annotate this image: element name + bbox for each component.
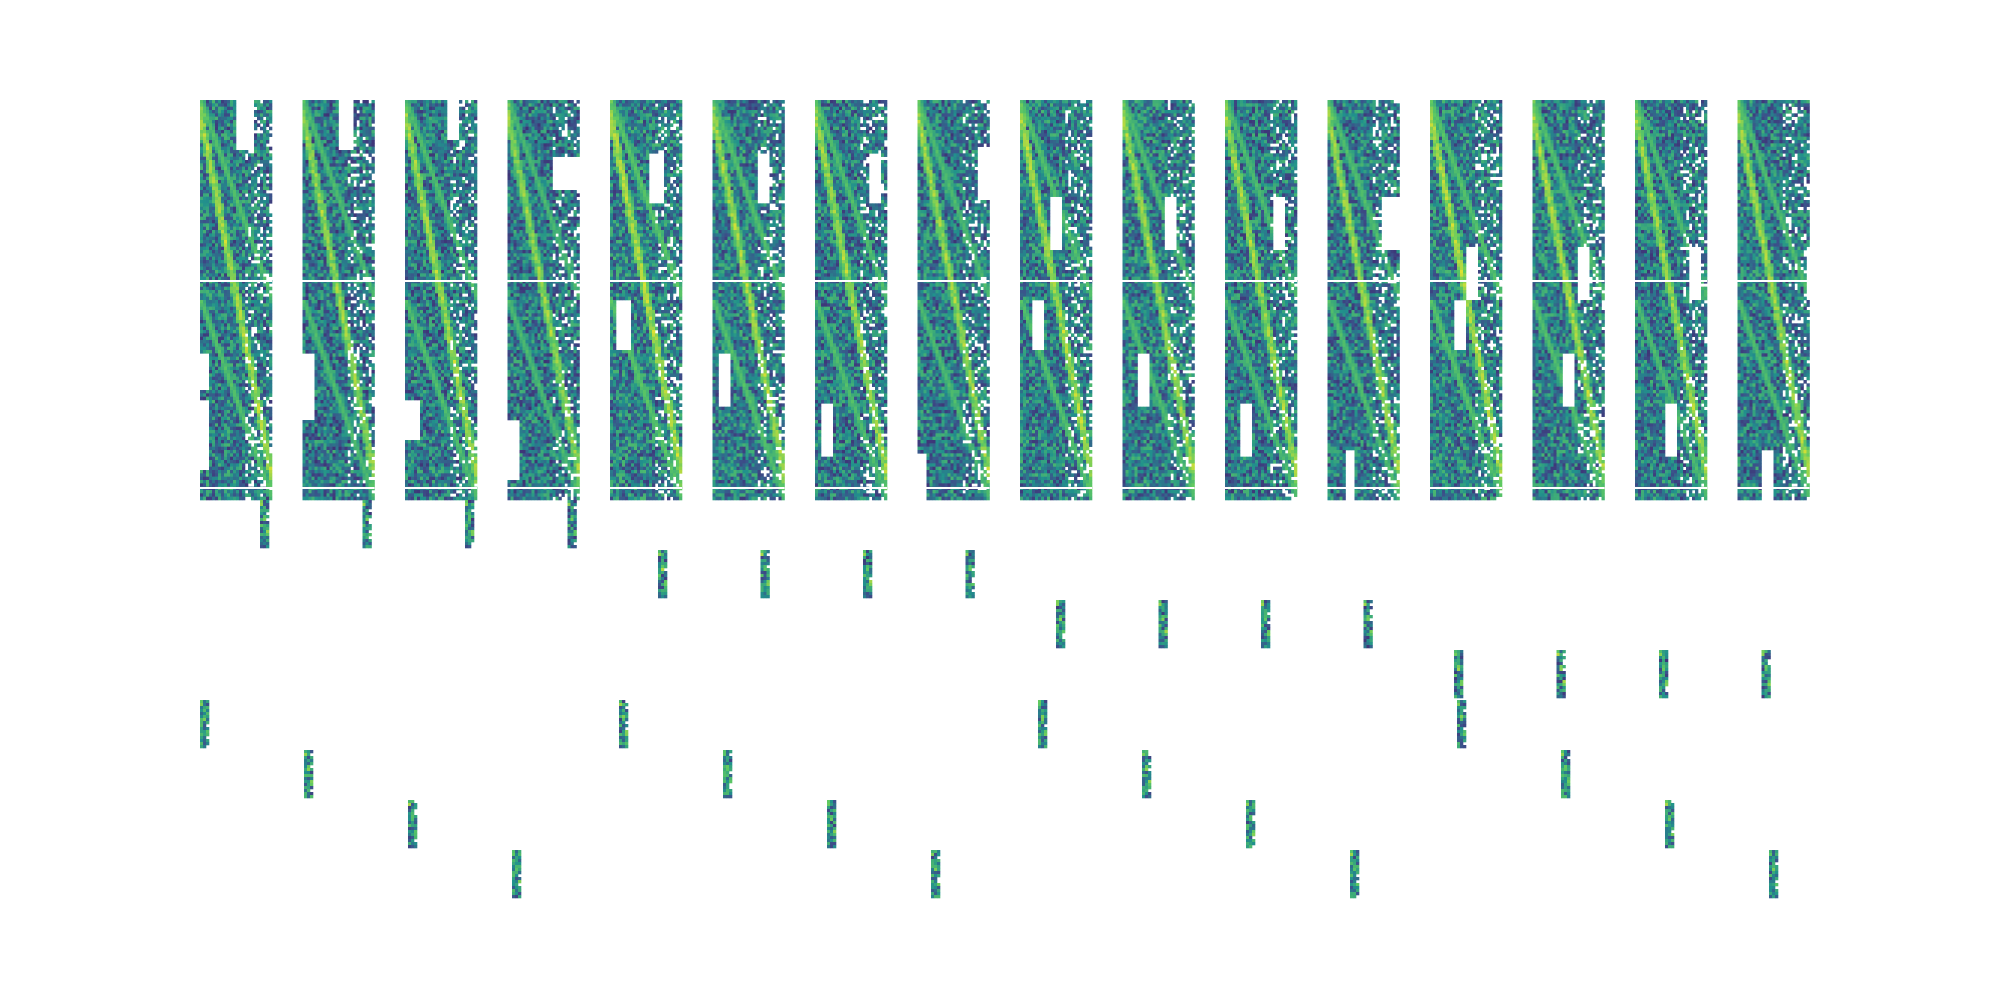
heatmap-strip-4 [568,500,577,548]
heatmap-lower-strip-13 [1457,700,1466,748]
heatmap-strip-15 [1659,650,1668,698]
heatmap-lower-strip-10 [1142,750,1151,798]
heatmap-strip-7 [863,550,872,598]
heatmap-strip-16 [1762,650,1771,698]
heatmap-panel-10 [1123,100,1195,500]
heatmap-panel-14 [1533,100,1605,500]
heatmap-lower-strip-8 [931,850,940,898]
heatmap-strip-9 [1056,600,1065,648]
heatmap-lower-strip-11 [1246,800,1255,848]
heatmap-panel-7 [815,100,887,500]
heatmap-panel-4 [508,100,580,500]
heatmap-lower-strip-9 [1038,700,1047,748]
heatmap-lower-strip-1 [200,700,209,748]
heatmap-lower-strip-12 [1350,850,1359,898]
heatmap-panel-2 [303,100,375,500]
heatmap-lower-strip-16 [1769,850,1778,898]
heatmap-lower-strip-4 [512,850,521,898]
heatmap-panel-8 [918,100,990,500]
heatmap-lower-strip-15 [1665,800,1674,848]
heatmap-strip-6 [761,550,770,598]
heatmap-strip-8 [966,550,975,598]
heatmap-lower-strip-2 [304,750,313,798]
heatmap-strip-14 [1557,650,1566,698]
heatmap-strip-10 [1159,600,1168,648]
heatmap-strip-12 [1364,600,1373,648]
heatmap-strip-13 [1454,650,1463,698]
heatmap-panel-13 [1430,100,1502,500]
heatmap-lower-strip-7 [827,800,836,848]
heatmap-lower-strip-14 [1561,750,1570,798]
heatmap-strip-1 [260,500,269,548]
heatmap-strip-11 [1261,600,1270,648]
heatmap-panel-5 [610,100,682,500]
heatmap-strip-3 [465,500,474,548]
heatmap-panel-1 [200,100,272,500]
heatmap-panel-15 [1635,100,1707,500]
heatmap-panel-16 [1738,100,1810,500]
heatmap-panel-9 [1020,100,1092,500]
heatmap-panel-12 [1328,100,1400,500]
heatmap-panel-3 [405,100,477,500]
heatmap-strip-2 [363,500,372,548]
heatmap-lower-strip-6 [723,750,732,798]
heatmap-lower-strip-5 [619,700,628,748]
heatmap-panel-6 [713,100,785,500]
heatmap-lower-strip-3 [408,800,417,848]
heatmap-strip-5 [658,550,667,598]
heatmap-panel-11 [1225,100,1297,500]
